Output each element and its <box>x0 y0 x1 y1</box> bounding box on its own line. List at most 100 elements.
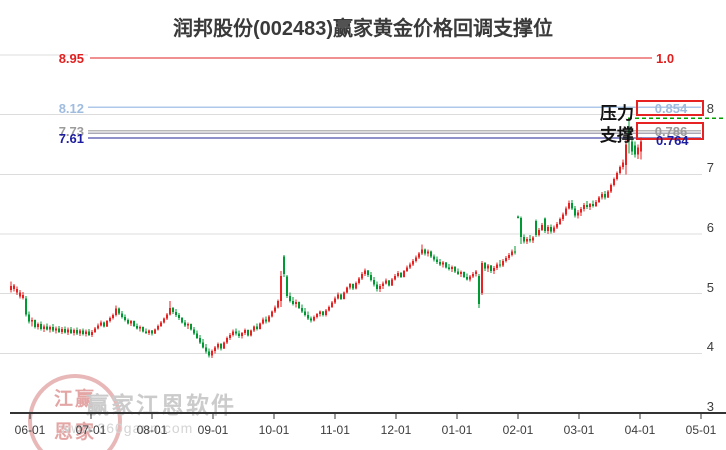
x-axis-label-06-01: 06-01 <box>14 423 46 437</box>
candle-body <box>82 330 84 335</box>
level-price-8_95: 8.95 <box>58 51 84 66</box>
candle-body <box>334 298 336 303</box>
y-axis-label-3: 3 <box>706 399 714 414</box>
candle-body <box>583 204 585 209</box>
candle-body <box>55 328 57 331</box>
candle-body <box>202 342 204 348</box>
candle-body <box>415 257 417 261</box>
x-axis-label-04-01: 04-01 <box>624 423 656 437</box>
candle-body <box>358 278 360 283</box>
candle-body <box>349 284 351 288</box>
candle-body <box>46 326 48 330</box>
candle-body <box>265 319 267 322</box>
candle-body <box>595 201 597 206</box>
candle-body <box>514 251 516 253</box>
candle-body <box>22 294 24 298</box>
candle-body <box>181 318 183 323</box>
candle-body <box>367 270 369 276</box>
candle-body <box>319 311 321 314</box>
candle-body <box>88 331 90 335</box>
candle-body <box>139 327 141 329</box>
candle-body <box>493 268 495 271</box>
candle-body <box>520 217 522 237</box>
candle-body <box>295 302 297 304</box>
candle-body <box>385 280 387 284</box>
candle-body <box>337 294 339 299</box>
candle-body <box>199 337 201 343</box>
candle-body <box>277 300 279 308</box>
candle-body <box>418 253 420 258</box>
candle-body <box>523 236 525 242</box>
candle-body <box>229 334 231 338</box>
candle-body <box>310 318 312 321</box>
candle-body <box>187 324 189 326</box>
candle-body <box>178 315 180 319</box>
candle-body <box>421 249 423 254</box>
candle-body <box>628 126 630 142</box>
candle-body <box>214 347 216 351</box>
candle-body <box>136 325 138 329</box>
candle-body <box>274 307 276 312</box>
candle-body <box>439 262 441 265</box>
candle-body <box>331 302 333 307</box>
candle-body <box>469 276 471 280</box>
candle-body <box>232 331 234 335</box>
candle-body <box>304 311 306 316</box>
candle-body <box>577 212 579 216</box>
candle-body <box>109 318 111 322</box>
seal-text-row1: 江赢 <box>53 389 96 410</box>
candle-body <box>619 167 621 174</box>
candle-body <box>613 179 615 186</box>
candle-body <box>460 272 462 274</box>
candle-body <box>607 191 609 198</box>
candle-body <box>262 319 264 324</box>
candle-body <box>427 251 429 254</box>
candle-body <box>31 319 33 322</box>
candle-body <box>400 272 402 277</box>
candle-body <box>316 313 318 317</box>
candle-body <box>13 285 15 289</box>
candle-body <box>145 331 147 334</box>
candle-body <box>373 279 375 285</box>
candle-body <box>91 331 93 335</box>
candle-body <box>370 275 372 280</box>
candle-body <box>451 266 453 270</box>
candle-body <box>40 324 42 329</box>
candle-body <box>430 251 432 257</box>
candle-body <box>640 141 642 152</box>
x-axis-label-07-01: 07-01 <box>75 423 107 437</box>
candle-body <box>142 327 144 332</box>
candle-body <box>541 225 543 230</box>
candle-body <box>61 328 63 332</box>
x-axis-label-12-01: 12-01 <box>380 423 412 437</box>
candle-body <box>397 272 399 276</box>
candle-body <box>529 238 531 241</box>
level-price-7_61: 7.61 <box>58 131 84 146</box>
candle-body <box>580 208 582 213</box>
candle-body <box>454 266 456 272</box>
candle-body <box>463 272 465 277</box>
candle-body <box>556 223 558 228</box>
candle-body <box>622 162 624 168</box>
candle-body <box>151 330 153 334</box>
candle-body <box>298 302 300 308</box>
candle-body <box>37 324 39 328</box>
candle-body <box>244 330 246 334</box>
candle-body <box>166 314 168 319</box>
x-axis-label-11-01: 11-01 <box>320 423 350 437</box>
candle-body <box>238 333 240 337</box>
candle-body <box>505 257 507 261</box>
candle-body <box>325 310 327 316</box>
candle-body <box>271 311 273 317</box>
candle-body <box>517 216 519 218</box>
watermark-url: www.360gann.com <box>60 420 194 436</box>
candle-body <box>448 267 450 270</box>
candle-body <box>19 292 21 297</box>
candle-body <box>631 141 633 152</box>
candle-body <box>52 327 54 331</box>
candle-body <box>43 326 45 329</box>
candle-body <box>361 273 363 279</box>
candle-body <box>496 264 498 269</box>
